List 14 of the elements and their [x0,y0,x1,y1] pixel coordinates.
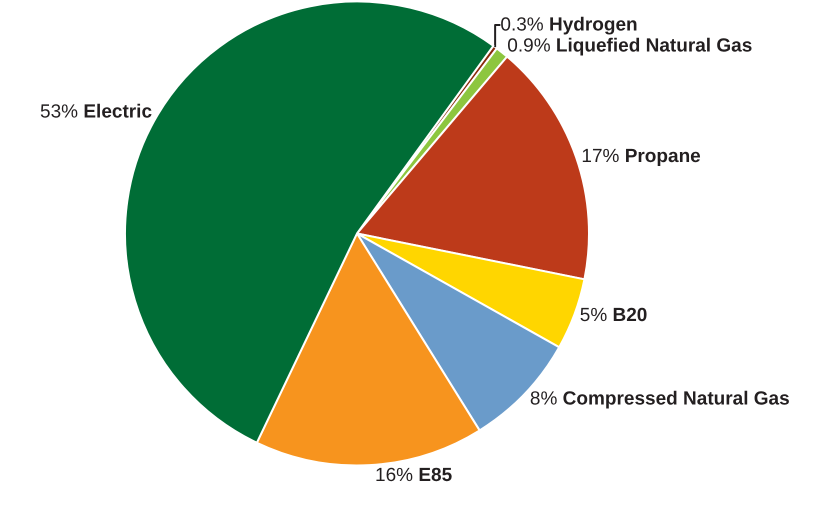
slice-label: E85 [418,465,453,486]
slice-label: Liquefied Natural Gas [556,36,752,57]
data-label: 17% [581,146,620,167]
slice-label: Propane [624,146,701,167]
data-label: 5% [580,305,608,326]
slice-label: Compressed Natural Gas [562,388,790,410]
slice-label: B20 [612,305,648,326]
slice-label: Electric [83,101,152,122]
slice-label: Hydrogen [548,14,638,36]
data-label: 0.3% [500,14,544,36]
data-label: 8% [530,388,558,410]
data-label: 0.9% [507,36,551,57]
data-label: 53% [40,101,78,122]
data-label: 16% [375,465,414,486]
